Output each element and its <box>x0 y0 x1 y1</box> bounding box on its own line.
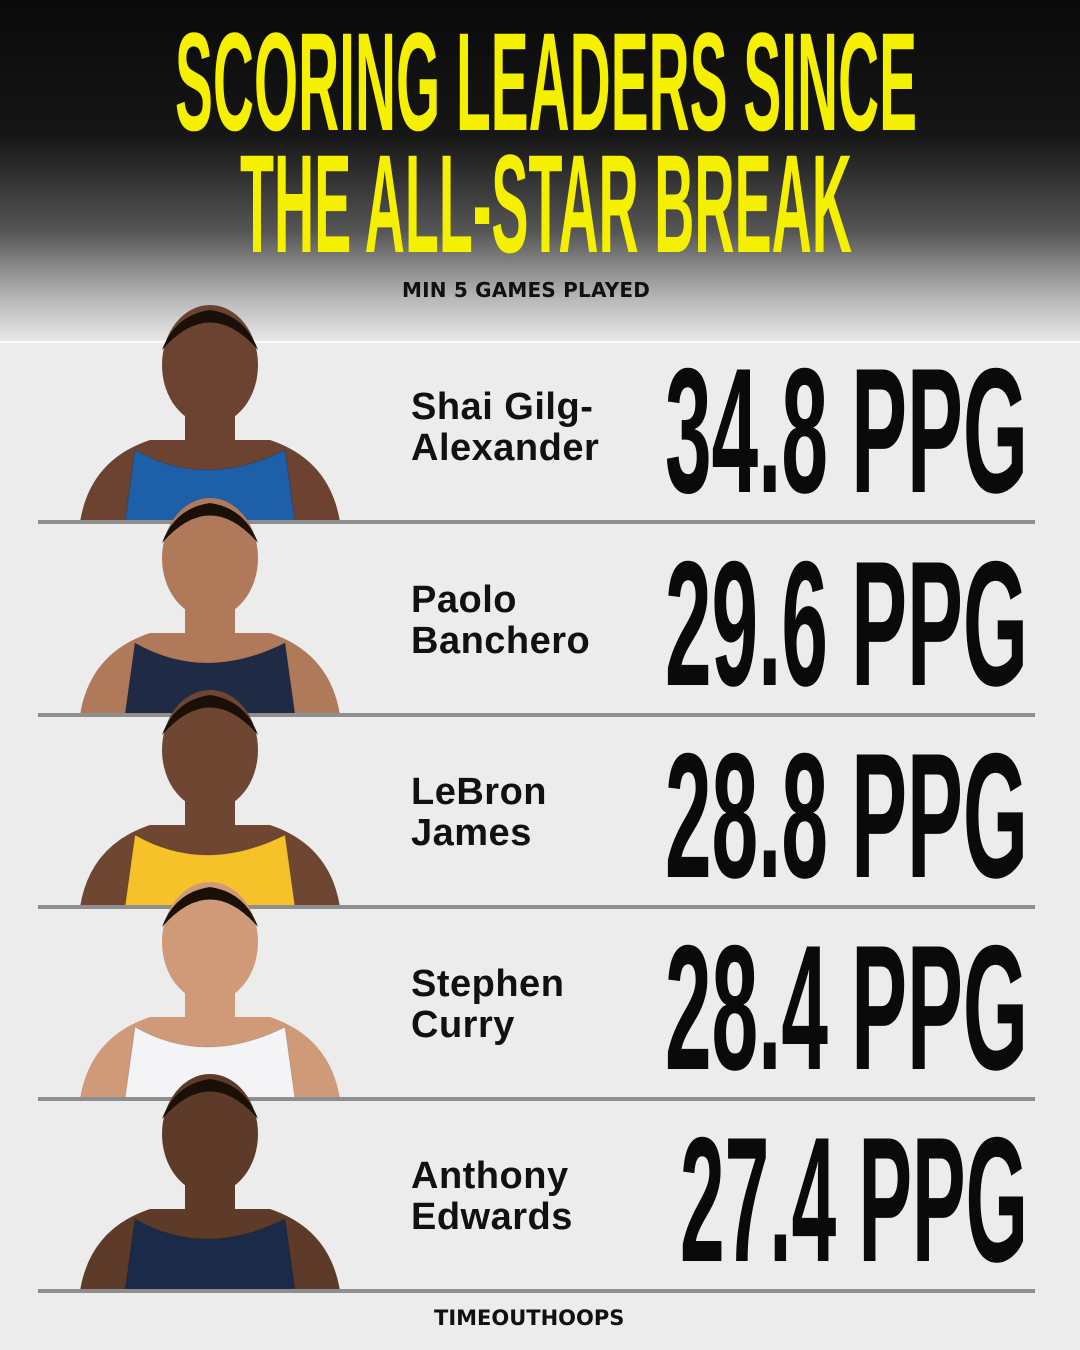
player-photo <box>80 1074 340 1291</box>
row-divider <box>38 713 1035 717</box>
title-line-2: THE ALL-STAR BREAK <box>240 150 852 262</box>
player-name-line-2: Alexander <box>411 427 600 469</box>
ppg-value: 27.4 PPG <box>680 1131 1028 1263</box>
player-photo <box>80 690 340 907</box>
player-name: Anthony Edwards <box>411 1156 641 1238</box>
player-name-line-2: Curry <box>411 1004 515 1046</box>
player-photo <box>80 305 340 522</box>
player-row: Shai Gilg- Alexander 34.8 PPG <box>0 305 1080 524</box>
player-name-line-1: Anthony <box>411 1155 569 1197</box>
player-name-line-1: Paolo <box>411 579 517 621</box>
stat-value: 29.6 PPG <box>665 555 1028 687</box>
player-name-line-1: LeBron <box>411 771 547 813</box>
player-name: Stephen Curry <box>411 964 641 1046</box>
player-photo <box>80 882 340 1099</box>
header-divider <box>0 341 1080 343</box>
player-name: LeBron James <box>411 772 641 854</box>
row-divider <box>38 1097 1035 1101</box>
stat-value: 28.4 PPG <box>665 939 1028 1071</box>
ppg-value: 29.6 PPG <box>665 555 1028 687</box>
player-row: Stephen Curry 28.4 PPG <box>0 882 1080 1101</box>
player-photo <box>80 498 340 715</box>
player-name-line-2: Edwards <box>411 1196 573 1238</box>
page-title-line-2: THE ALL-STAR BREAK <box>240 150 852 262</box>
page-title-line-1: SCORING LEADERS SINCE <box>175 28 917 140</box>
subtitle: MIN 5 GAMES PLAYED <box>402 278 651 302</box>
stat-value: 27.4 PPG <box>680 1131 1028 1263</box>
stat-value: 28.8 PPG <box>665 747 1028 879</box>
header-background <box>0 0 1080 340</box>
player-row: Paolo Banchero 29.6 PPG <box>0 498 1080 717</box>
player-name-line-2: James <box>411 812 532 854</box>
row-divider <box>38 905 1035 909</box>
row-divider <box>38 520 1035 524</box>
title-line-1: SCORING LEADERS SINCE <box>175 28 917 140</box>
ppg-value: 34.8 PPG <box>665 362 1028 494</box>
stat-value: 34.8 PPG <box>665 362 1028 494</box>
row-divider <box>38 1289 1035 1293</box>
brand-footer: TIMEOUTHOOPS <box>434 1306 625 1330</box>
player-row: LeBron James 28.8 PPG <box>0 690 1080 909</box>
ppg-value: 28.4 PPG <box>665 939 1028 1071</box>
ppg-value: 28.8 PPG <box>665 747 1028 879</box>
player-name: Paolo Banchero <box>411 580 641 662</box>
player-name-line-1: Shai Gilg- <box>411 386 594 428</box>
player-name-line-2: Banchero <box>411 620 591 662</box>
player-row: Anthony Edwards 27.4 PPG <box>0 1074 1080 1293</box>
player-name: Shai Gilg- Alexander <box>411 387 641 469</box>
player-name-line-1: Stephen <box>411 963 565 1005</box>
